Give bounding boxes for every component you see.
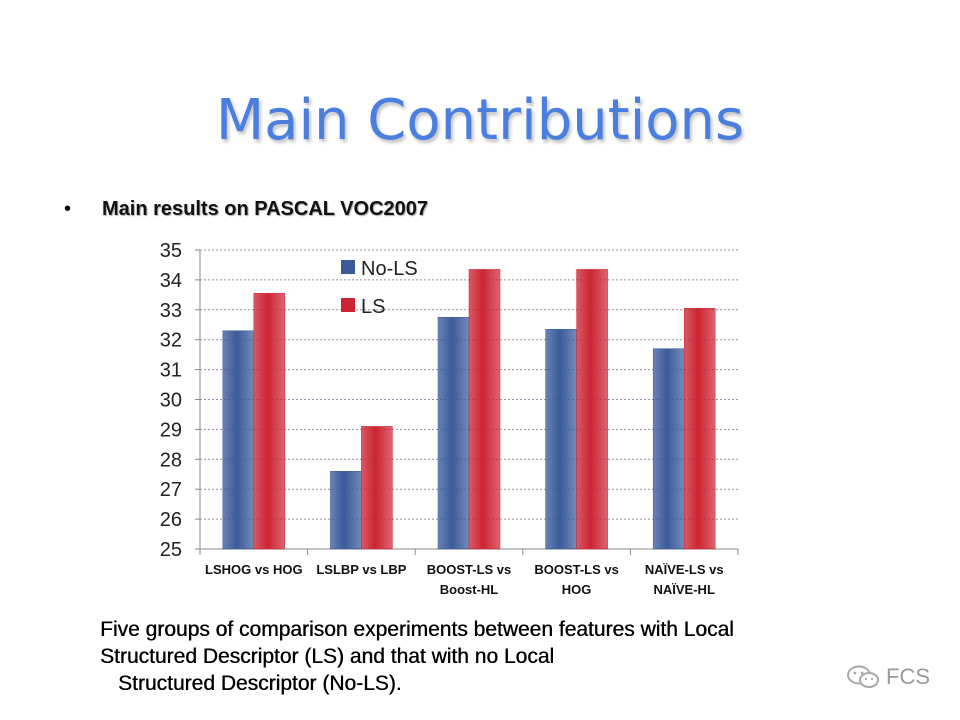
caption: Five groups of comparison experiments be… [100,616,734,697]
y-tick-label: 28 [160,449,182,471]
y-tick-label: 32 [160,330,182,352]
y-tick-label: 31 [160,360,182,382]
watermark: FCS [846,664,930,690]
bar-ls [468,269,501,550]
legend-swatch-ls [341,298,355,312]
bar-ls [253,293,286,550]
x-tick-label: LSLBP vs LBP [316,562,406,577]
legend-swatch-no-ls [341,260,355,274]
legend-label-no-ls: No-LS [361,258,418,280]
watermark-text: FCS [886,664,930,689]
bar-ls [361,426,393,550]
legend-label-ls: LS [361,296,385,318]
y-tick-label: 26 [160,509,182,531]
x-tick-label: LSHOG vs HOG [205,562,303,577]
bar-no-ls [545,328,577,550]
bullet-dot-icon: • [64,198,72,220]
bar-no-ls [437,317,470,550]
x-tick-label: Boost-HL [440,582,499,597]
x-tick-label: HOG [562,582,592,597]
x-tick-label: NAÏVE-HL [654,582,715,597]
caption-line-2: Structured Descriptor (LS) and that with… [100,645,555,668]
bar-ls [576,269,608,550]
x-tick-label: BOOST-LS vs [534,562,619,577]
x-tick-label: NAÏVE-LS vs [645,562,724,577]
y-tick-label: 35 [160,240,182,262]
bar-no-ls [330,471,362,550]
y-tick-label: 27 [160,479,182,501]
wechat-logo-icon [847,665,879,688]
x-tick-label: BOOST-LS vs [427,562,512,577]
y-tick-label: 25 [160,539,182,561]
y-tick-label: 33 [160,300,182,322]
y-tick-label: 34 [160,270,182,292]
bullet-item: • Main results on PASCAL VOC2007 [64,198,428,221]
y-tick-label: 30 [160,390,182,412]
bullet-text: Main results on PASCAL VOC2007 [102,198,429,220]
y-tick-label: 29 [160,419,182,441]
bar-no-ls [652,348,685,550]
slide-title: Main Contributions [215,88,745,153]
bar-ls [683,308,716,550]
caption-line-3: Structured Descriptor (No-LS). [118,672,402,695]
caption-line-1: Five groups of comparison experiments be… [100,618,734,641]
bar-no-ls [222,330,255,550]
